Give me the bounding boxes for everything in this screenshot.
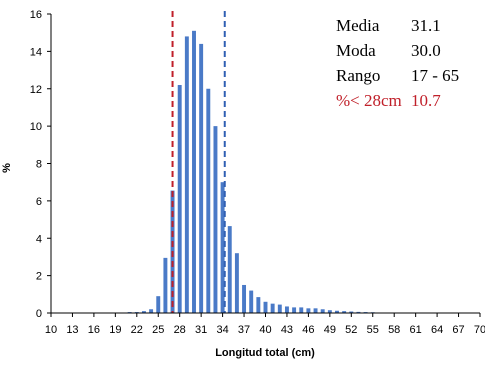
y-axis-ticks: 0 2 4 6 8 10 12 14 16 (30, 9, 51, 320)
bar (335, 310, 339, 313)
bar (299, 307, 304, 313)
y-tick-label: 2 (36, 271, 42, 283)
bar (242, 284, 247, 313)
bar (163, 257, 168, 313)
x-tick-label: 52 (345, 324, 357, 336)
x-tick-label: 49 (324, 324, 336, 336)
bar (149, 309, 154, 313)
bar (192, 30, 196, 313)
y-tick-label: 6 (36, 196, 42, 208)
stat-value: 17 - 65 (411, 66, 459, 85)
bar (292, 307, 297, 313)
y-tick-label: 0 (36, 308, 42, 320)
x-tick-label: 64 (431, 324, 443, 336)
bar (313, 308, 318, 313)
bar (220, 182, 225, 313)
bar (306, 308, 311, 313)
x-tick-label: 40 (259, 324, 271, 336)
bar (349, 311, 354, 313)
x-tick-label: 13 (66, 324, 78, 336)
bar (356, 311, 361, 313)
bar (177, 85, 182, 313)
x-tick-label: 16 (88, 324, 100, 336)
y-tick-label: 16 (30, 9, 42, 21)
bar (320, 309, 325, 313)
stat-value: 10.7 (411, 91, 441, 110)
bar (141, 311, 146, 313)
stat-label: Moda (336, 41, 376, 60)
stat-value: 30.0 (411, 41, 441, 60)
bar (277, 304, 282, 313)
bar (199, 43, 204, 314)
x-tick-label: 34 (216, 324, 228, 336)
x-tick-label: 58 (388, 324, 400, 336)
x-tick-label: 31 (195, 324, 207, 336)
y-tick-label: 10 (30, 121, 42, 133)
x-tick-label: 43 (281, 324, 293, 336)
x-tick-label: 61 (410, 324, 422, 336)
y-tick-label: 12 (30, 84, 42, 96)
bar (206, 88, 211, 313)
x-axis-title: Longitud total (cm) (215, 347, 315, 359)
bar (213, 126, 218, 313)
x-tick-label: 67 (452, 324, 464, 336)
stat-value: 31.1 (411, 16, 441, 35)
reference-lines (171, 11, 226, 313)
x-tick-label: 28 (174, 324, 186, 336)
stat-label: %< 28cm (336, 91, 402, 110)
bar (234, 253, 239, 313)
bar (342, 311, 347, 313)
x-tick-label: 70 (474, 324, 485, 336)
stat-label: Media (336, 16, 380, 35)
x-tick-label: 22 (131, 324, 143, 336)
bar (284, 306, 289, 313)
bar (270, 303, 275, 313)
x-tick-label: 46 (302, 324, 314, 336)
x-axis-ticks: 10 13 16 19 22 25 28 31 34 37 40 43 46 49 52 55 58 61 64 67… (45, 313, 485, 336)
bar (227, 226, 232, 313)
x-tick-label: 10 (45, 324, 57, 336)
y-tick-label: 8 (36, 159, 42, 171)
x-tick-label: 37 (238, 324, 250, 336)
y-tick-label: 4 (36, 233, 42, 245)
statistics-box: Media 31.1 Moda 30.0 Rango 17 - 65 %< 28cm 10.7 (336, 16, 459, 110)
x-tick-label: 19 (109, 324, 121, 336)
bar (156, 296, 161, 313)
bar (256, 297, 261, 313)
bar (249, 290, 254, 313)
stat-label: Rango (336, 66, 380, 85)
x-tick-label: 25 (152, 324, 164, 336)
y-tick-label: 14 (30, 46, 42, 58)
bar (327, 310, 332, 313)
y-axis-title: % (1, 163, 13, 173)
bar (263, 301, 268, 313)
bar (184, 36, 189, 314)
x-tick-label: 55 (367, 324, 379, 336)
